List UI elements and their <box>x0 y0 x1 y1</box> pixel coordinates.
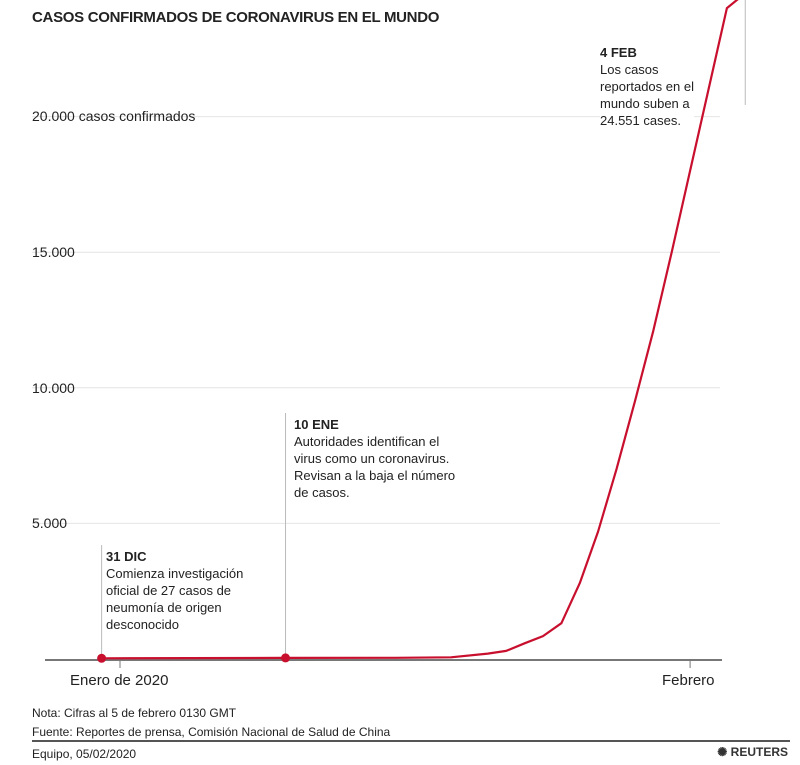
annotation-line: reportados en el <box>600 79 694 94</box>
brand-name: REUTERS <box>730 745 788 759</box>
footer-source: Fuente: Reportes de prensa, Comisión Nac… <box>32 725 391 739</box>
y-tick-label: 15.000 <box>32 244 75 260</box>
footer-credit: Equipo, 05/02/2020 <box>32 747 137 761</box>
footer-divider <box>32 740 790 742</box>
annotation-line: neumonía de origen <box>106 600 222 615</box>
annotation-line: virus como un coronavirus. <box>294 451 450 466</box>
annotation-line: de casos. <box>294 485 350 500</box>
x-tick-label: Enero de 2020 <box>70 672 169 689</box>
annotation-line: oficial de 27 casos de <box>106 583 232 598</box>
annotation-line: mundo suben a <box>600 96 690 111</box>
x-tick-label: Febrero <box>662 672 715 689</box>
annotation-line: Revisan a la baja el número <box>294 468 456 483</box>
annotation-10-ene: 10 ENE Autoridades identifican el virus … <box>294 416 456 501</box>
series-line <box>101 0 739 660</box>
annotation-heading: 4 FEB <box>600 45 637 60</box>
chart-title: CASOS CONFIRMADOS DE CORONAVIRUS EN EL M… <box>32 9 440 26</box>
annotation-line: Comienza investigación <box>106 566 244 581</box>
annotation-line: desconocido <box>106 617 179 632</box>
annotation-line: Autoridades identifican el <box>294 434 440 449</box>
y-tick-label: 20.000 casos confirmados <box>32 108 196 124</box>
annotation-heading: 10 ENE <box>294 417 339 432</box>
annotation-line: Los casos <box>600 62 659 77</box>
y-tick-label: 10.000 <box>32 380 75 396</box>
annotation-heading: 31 DIC <box>106 549 147 564</box>
footer-note: Nota: Cifras al 5 de febrero 0130 GMT <box>32 706 237 720</box>
annotation-31-dic: 31 DIC Comienza investigación oficial de… <box>106 548 244 633</box>
y-tick-label: 5.000 <box>32 515 68 531</box>
data-point-marker <box>281 653 291 663</box>
annotation-line: 24.551 cases. <box>600 113 681 128</box>
data-point-marker <box>97 653 107 663</box>
reuters-logo: ✺ REUTERS <box>717 745 788 759</box>
annotation-4-feb: 4 FEB Los casos reportados en el mundo s… <box>600 44 694 129</box>
